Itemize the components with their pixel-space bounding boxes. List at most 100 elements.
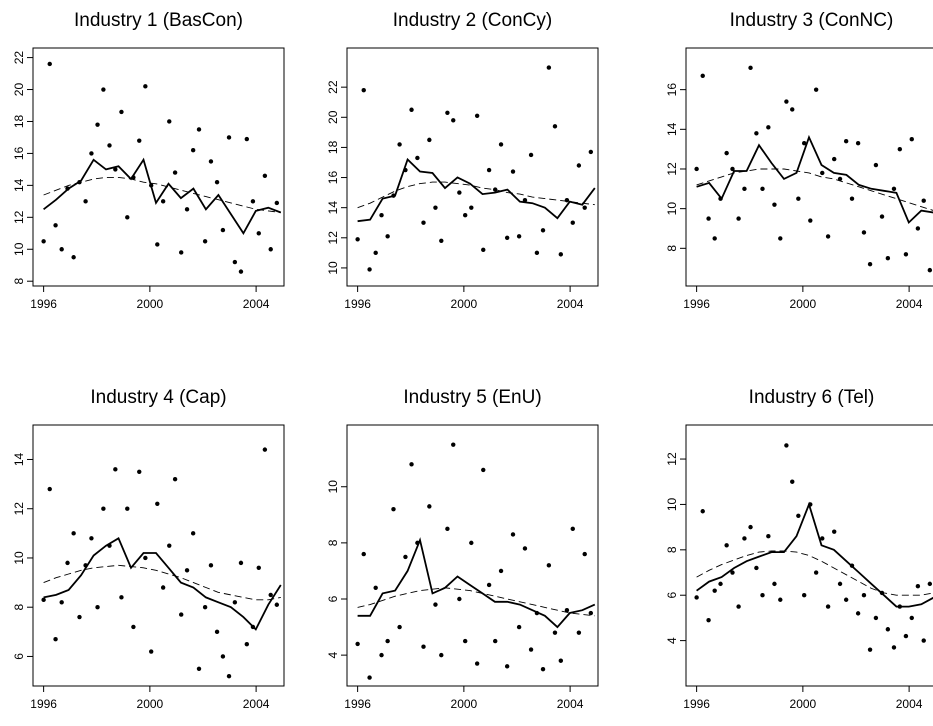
x-tick-label: 2004	[243, 297, 270, 311]
data-point	[493, 638, 498, 644]
data-point	[825, 604, 831, 609]
y-tick-label: 8	[12, 278, 26, 285]
x-tick-label: 2000	[137, 697, 164, 711]
data-point	[915, 583, 921, 589]
data-point	[891, 645, 897, 650]
x-tick-label: 1996	[683, 297, 710, 311]
data-point	[202, 605, 208, 610]
data-point	[808, 218, 813, 223]
data-point	[546, 563, 552, 568]
data-point	[474, 113, 480, 118]
data-point	[53, 637, 58, 642]
data-point	[582, 551, 587, 557]
data-point	[861, 593, 867, 598]
data-point	[516, 624, 522, 630]
dashed-line	[357, 181, 595, 209]
dashed-line	[696, 550, 933, 596]
data-point	[855, 141, 861, 146]
data-point	[736, 604, 741, 609]
data-point	[172, 170, 178, 175]
data-point	[409, 462, 414, 467]
data-point	[694, 595, 699, 600]
data-point	[89, 151, 94, 156]
data-point	[41, 597, 46, 603]
data-point	[214, 629, 220, 635]
data-point	[59, 600, 64, 605]
data-point	[855, 611, 861, 616]
y-tick-label: 6	[12, 653, 26, 660]
data-point	[391, 506, 396, 512]
data-point	[564, 608, 570, 613]
data-point	[510, 532, 516, 537]
data-point	[238, 269, 244, 274]
data-point	[694, 166, 699, 172]
data-point	[778, 236, 783, 241]
data-point	[202, 239, 208, 244]
data-point	[113, 167, 118, 172]
data-point	[576, 163, 582, 168]
data-point	[208, 159, 214, 164]
data-point	[403, 554, 408, 560]
data-point	[469, 205, 474, 210]
x-tick-label: 1996	[30, 297, 57, 311]
data-point	[546, 65, 552, 70]
data-point	[700, 73, 705, 78]
data-point	[179, 612, 184, 617]
y-tick-label: 14	[326, 201, 340, 215]
data-point	[196, 127, 202, 132]
data-point	[77, 614, 82, 620]
data-point	[427, 137, 432, 143]
data-point	[355, 237, 360, 242]
data-point	[184, 568, 190, 573]
data-point	[125, 506, 130, 511]
data-point	[59, 247, 64, 252]
data-point	[160, 585, 166, 590]
plot-area	[41, 61, 282, 274]
data-point	[873, 615, 879, 621]
data-point	[232, 259, 238, 265]
panel-title: Industry 5 (EnU)	[403, 387, 541, 408]
data-point	[361, 87, 366, 93]
data-point	[107, 143, 112, 148]
data-point	[813, 570, 819, 575]
data-point	[143, 84, 148, 89]
solid-line	[43, 537, 282, 631]
data-point	[927, 267, 933, 273]
data-point	[801, 593, 807, 598]
y-tick-label: 22	[326, 80, 340, 94]
data-point	[172, 476, 178, 482]
data-point	[474, 661, 480, 666]
data-point	[730, 570, 735, 575]
plot-frame	[32, 47, 285, 287]
data-point	[274, 602, 280, 607]
data-point	[457, 190, 462, 195]
plot-frame	[685, 47, 933, 287]
data-point	[361, 551, 366, 557]
y-tick-label: 20	[326, 110, 340, 124]
data-point	[700, 509, 705, 514]
plot-frame	[685, 424, 933, 687]
data-point	[385, 234, 390, 239]
data-point	[367, 675, 372, 680]
y-tick-label: 10	[326, 480, 340, 494]
data-point	[95, 605, 100, 610]
data-point	[504, 235, 510, 240]
data-point	[148, 649, 154, 654]
x-tick-label: 2004	[896, 297, 923, 311]
data-point	[760, 186, 765, 192]
data-point	[588, 610, 594, 616]
data-point	[83, 199, 88, 204]
data-point	[837, 176, 843, 182]
data-point	[71, 255, 76, 260]
data-point	[65, 560, 70, 566]
data-point	[143, 555, 148, 561]
y-tick-label: 10	[326, 261, 340, 275]
data-point	[760, 593, 765, 598]
data-point	[909, 615, 914, 621]
data-point	[813, 87, 819, 92]
data-point	[724, 150, 729, 156]
plot-area	[41, 447, 282, 679]
x-tick-label: 2000	[137, 297, 164, 311]
data-point	[433, 205, 438, 210]
data-point	[706, 216, 711, 221]
